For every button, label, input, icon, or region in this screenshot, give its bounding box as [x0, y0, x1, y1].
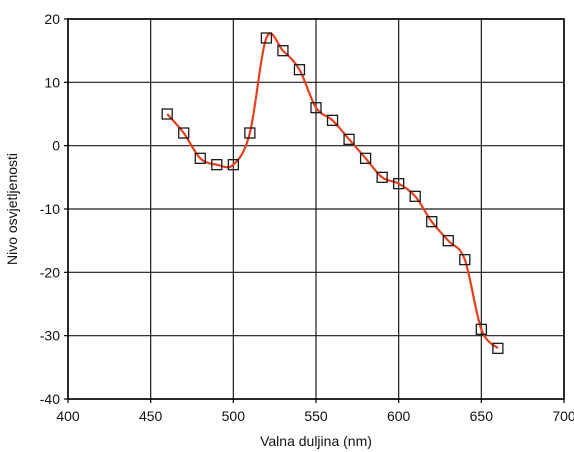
y-tick-label: 20 — [44, 11, 60, 27]
x-tick-label: 500 — [222, 408, 246, 424]
y-axis: -40 -30 -20 -10 0 10 20 — [40, 11, 68, 407]
x-tick-label: 650 — [470, 408, 494, 424]
y-tick-label: -40 — [40, 391, 60, 407]
data-point — [161, 108, 173, 120]
x-axis-title: Valna duljina (nm) — [260, 433, 372, 449]
data-point — [343, 133, 355, 145]
data-point — [393, 178, 405, 190]
data-point — [277, 45, 289, 57]
x-tick-label: 700 — [552, 408, 574, 424]
data-point — [260, 32, 273, 44]
data-point — [475, 323, 487, 335]
y-tick-label: -30 — [40, 328, 60, 344]
data-point — [178, 127, 190, 139]
data-point — [459, 254, 471, 266]
data-point — [293, 64, 306, 76]
x-tick-label: 550 — [304, 408, 328, 424]
data-point — [426, 216, 438, 228]
data-point — [310, 102, 322, 114]
data-point — [211, 159, 223, 171]
data-point — [194, 152, 206, 164]
y-axis-title: Nivo osvjetljenosti — [4, 153, 20, 265]
y-tick-label: -10 — [40, 201, 60, 217]
data-point — [244, 127, 256, 139]
x-tick-label: 450 — [139, 408, 163, 424]
series — [161, 32, 504, 354]
x-tick-label: 400 — [56, 408, 80, 424]
y-tick-label: 10 — [44, 74, 60, 90]
data-point — [442, 235, 454, 247]
y-tick-label: -20 — [40, 264, 60, 280]
data-point — [492, 342, 504, 354]
data-point — [359, 152, 372, 164]
y-tick-label: 0 — [52, 138, 60, 154]
x-axis: 400 450 500 550 600 650 700 — [56, 399, 574, 424]
data-point — [326, 114, 339, 126]
data-point — [376, 171, 388, 183]
series-line — [166, 32, 499, 350]
data-point — [227, 159, 239, 171]
data-point — [409, 190, 421, 202]
x-tick-label: 600 — [387, 408, 411, 424]
